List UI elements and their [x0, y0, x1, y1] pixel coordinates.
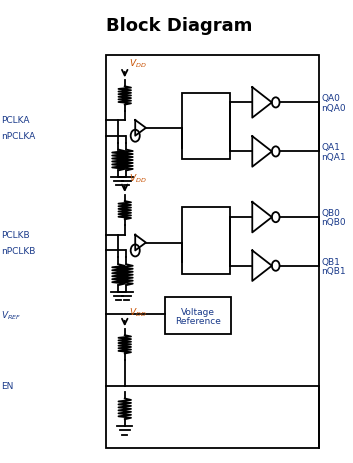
Text: Block Diagram: Block Diagram [106, 17, 252, 35]
Text: EN: EN [1, 382, 13, 391]
Text: QB1: QB1 [322, 257, 340, 266]
Text: Voltage: Voltage [181, 307, 215, 316]
Text: $V_{DD}$: $V_{DD}$ [129, 172, 146, 184]
Text: $V_{REF}$: $V_{REF}$ [1, 308, 21, 321]
Text: nQA0: nQA0 [322, 103, 346, 113]
Text: nPCLKB: nPCLKB [1, 246, 35, 256]
Bar [165, 297, 231, 334]
Text: nQA1: nQA1 [322, 152, 346, 161]
Text: nQB0: nQB0 [322, 218, 346, 227]
Text: QB0: QB0 [322, 208, 340, 218]
Bar [106, 56, 319, 449]
Text: PCLKA: PCLKA [1, 116, 29, 125]
Text: nPCLKA: nPCLKA [1, 132, 35, 141]
Text: PCLKB: PCLKB [1, 231, 29, 240]
Text: nQB1: nQB1 [322, 266, 346, 275]
Text: $V_{DD}$: $V_{DD}$ [129, 57, 146, 70]
Text: QA0: QA0 [322, 94, 340, 103]
Bar [183, 207, 229, 274]
Bar [183, 94, 229, 160]
Text: QA1: QA1 [322, 143, 340, 152]
Text: $V_{DD}$: $V_{DD}$ [129, 306, 146, 318]
Text: Reference: Reference [175, 317, 221, 325]
